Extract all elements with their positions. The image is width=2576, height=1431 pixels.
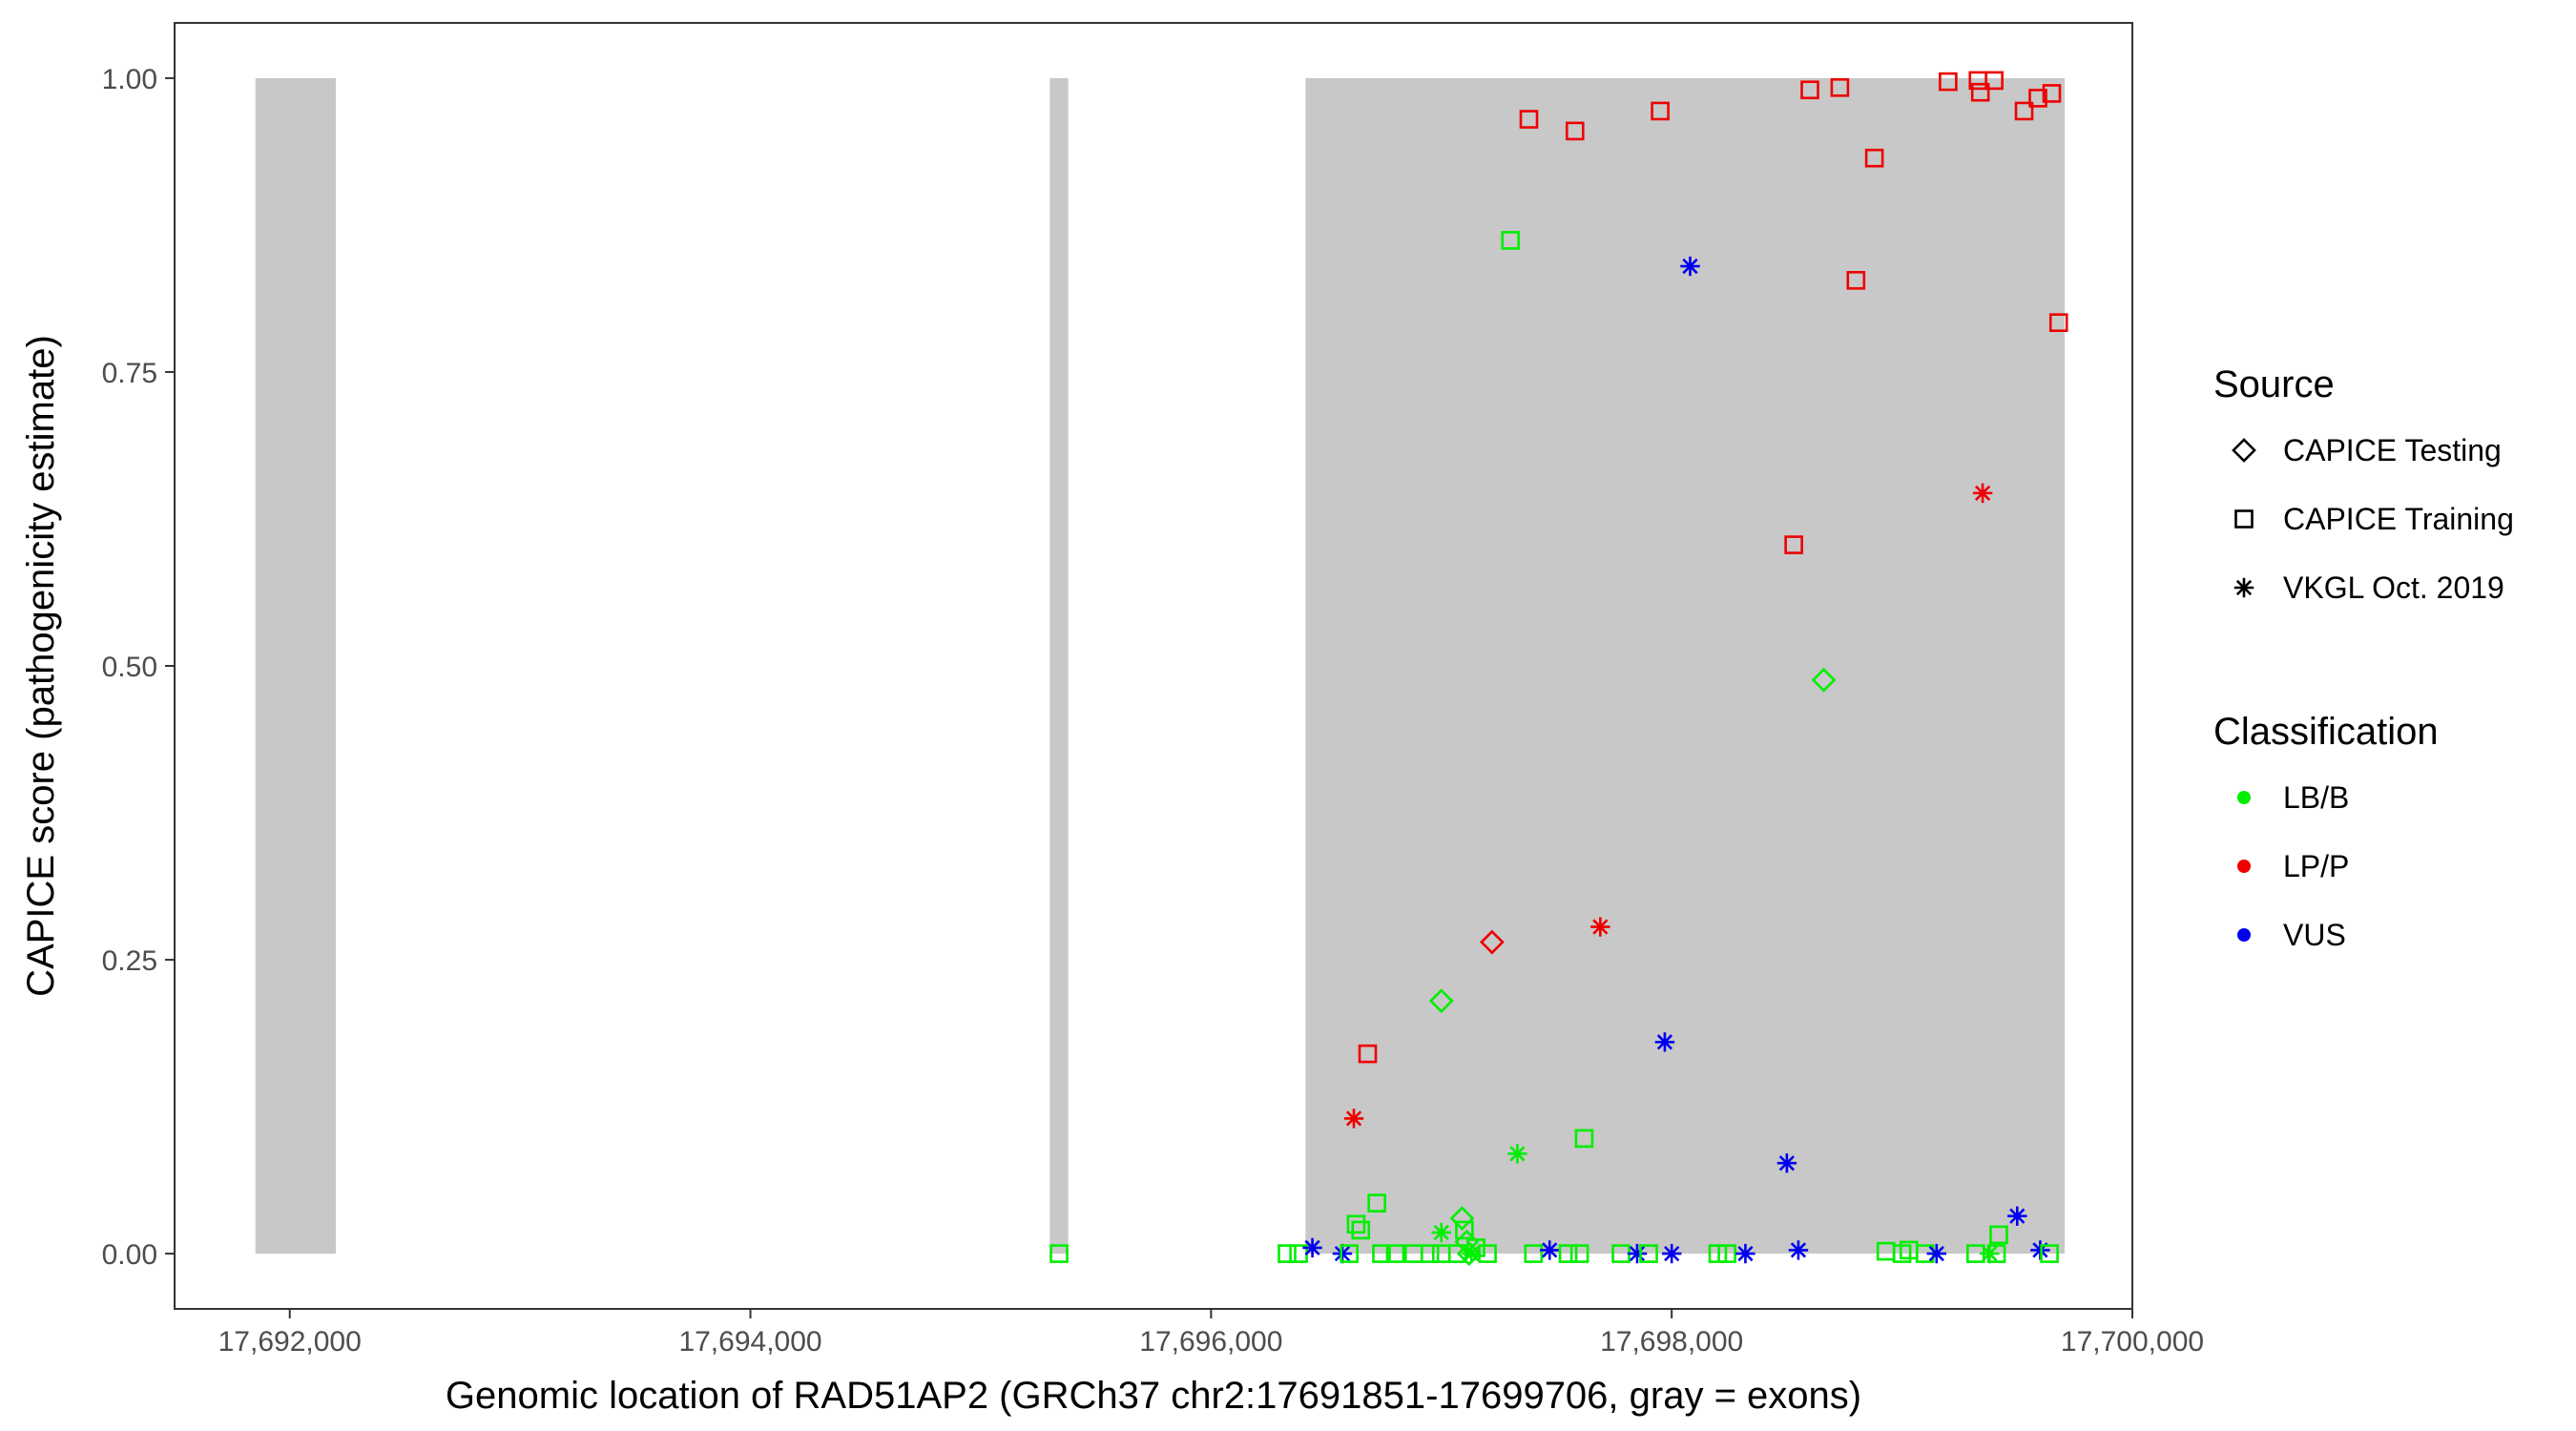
- data-point: [1420, 1244, 1440, 1263]
- data-point: [1654, 1032, 1675, 1052]
- legend-source-title: Source: [2213, 363, 2335, 405]
- x-tick-label: 17,696,000: [1139, 1326, 1282, 1358]
- data-point: [1661, 1243, 1682, 1264]
- data-point: [1524, 1244, 1544, 1263]
- y-axis: 0.00 0.25 0.50 0.75 1.00: [102, 64, 175, 1271]
- legend-key-dot: [2237, 928, 2251, 942]
- data-point: [1340, 1244, 1359, 1263]
- data-point: [1680, 256, 1700, 277]
- y-tick-label: 0.00: [102, 1239, 157, 1271]
- data-point: [1478, 1244, 1497, 1263]
- data-point: [1800, 80, 1819, 100]
- legend-class-label: LB/B: [2283, 780, 2349, 815]
- data-point: [1431, 1222, 1451, 1243]
- y-axis-title: CAPICE score (pathogenicity estimate): [20, 335, 62, 997]
- data-point: [1784, 535, 1803, 554]
- data-point: [1519, 110, 1539, 129]
- data-point: [1984, 71, 2004, 91]
- data-point: [1627, 1243, 1648, 1264]
- data-point: [1278, 1244, 1297, 1263]
- legend: Source CAPICE Testing CAPICE Training VKGL…: [2213, 363, 2514, 952]
- legend-source-label: CAPICE Testing: [2283, 433, 2502, 467]
- legend-key-dot: [2237, 791, 2251, 804]
- data-point: [1864, 148, 1884, 168]
- data-point: [1651, 101, 1670, 121]
- x-tick-label: 17,700,000: [2061, 1326, 2204, 1358]
- legend-classification-title: Classification: [2213, 711, 2439, 753]
- data-point: [1565, 121, 1585, 141]
- data-point: [2040, 1244, 2059, 1263]
- data-point: [2007, 1206, 2027, 1226]
- data-point: [1811, 667, 1837, 693]
- data-point: [1367, 1193, 1386, 1213]
- legend-source-items: CAPICE Testing CAPICE Training VKGL Oct. 2…: [2232, 433, 2514, 605]
- data-point: [1346, 1214, 1366, 1234]
- legend-classification-items: LB/B LP/P VUS: [2237, 780, 2349, 952]
- data-point: [1479, 929, 1505, 955]
- x-axis-title: Genomic location of RAD51AP2 (GRCh37 chr…: [446, 1375, 1861, 1417]
- exon-region-2: [1049, 77, 1069, 1255]
- data-point: [1507, 1144, 1527, 1164]
- data-point: [1372, 1244, 1391, 1263]
- legend-class-label: LP/P: [2283, 849, 2349, 883]
- legend-key-dot: [2237, 860, 2251, 873]
- data-point: [1590, 917, 1610, 937]
- legend-key-square: [2234, 509, 2254, 529]
- y-tick-label: 0.25: [102, 945, 157, 977]
- y-tick-label: 1.00: [102, 64, 157, 95]
- data-point: [1776, 1153, 1797, 1173]
- data-point: [1639, 1244, 1658, 1263]
- data-point: [1717, 1244, 1736, 1263]
- data-point: [1986, 1244, 2006, 1263]
- legend-source-label: VKGL Oct. 2019: [2283, 570, 2504, 605]
- data-point: [1735, 1243, 1755, 1264]
- data-point: [1351, 1220, 1371, 1240]
- legend-key-diamond: [2232, 438, 2256, 463]
- data-point: [1846, 271, 1866, 290]
- data-point: [1428, 988, 1454, 1014]
- data-point: [1049, 1244, 1069, 1263]
- x-axis: 17,692,000 17,694,000 17,696,000 17,698,000…: [218, 1309, 2204, 1358]
- data-point: [1343, 1109, 1364, 1129]
- data-point: [1939, 72, 1958, 92]
- data-point: [1466, 1238, 1485, 1257]
- data-point: [1358, 1044, 1378, 1064]
- data-point: [1449, 1206, 1475, 1232]
- data-point: [1788, 1240, 1809, 1260]
- data-point: [1540, 1240, 1560, 1260]
- x-tick-label: 17,698,000: [1600, 1326, 1743, 1358]
- data-point: [1558, 1244, 1578, 1263]
- exon-region-1: [255, 77, 336, 1255]
- data-point: [1830, 77, 1850, 97]
- legend-source-label: CAPICE Training: [2283, 502, 2514, 536]
- data-point: [1989, 1225, 2008, 1245]
- y-tick-label: 0.50: [102, 652, 157, 683]
- data-point: [1972, 483, 1993, 504]
- data-point: [1970, 82, 1990, 102]
- data-point: [2028, 89, 2047, 108]
- data-point: [1385, 1244, 1405, 1263]
- data-point: [2014, 101, 2034, 121]
- data-point: [1455, 1220, 1474, 1240]
- data-point: [2042, 84, 2062, 103]
- legend-key-asterisk: [2233, 577, 2254, 598]
- data-point: [1501, 231, 1520, 250]
- data-point: [2048, 313, 2068, 333]
- data-point: [1569, 1244, 1589, 1263]
- exon-regions: [255, 77, 2066, 1255]
- data-point: [1302, 1237, 1322, 1258]
- x-tick-label: 17,694,000: [678, 1326, 821, 1358]
- y-tick-label: 0.75: [102, 358, 157, 389]
- data-point: [1461, 1243, 1482, 1264]
- data-point: [1926, 1243, 1946, 1264]
- data-points: [1049, 71, 2068, 1266]
- exon-region-3: [1305, 77, 2066, 1255]
- x-tick-label: 17,692,000: [218, 1326, 362, 1358]
- legend-class-label: VUS: [2283, 918, 2346, 952]
- data-point: [1574, 1129, 1594, 1149]
